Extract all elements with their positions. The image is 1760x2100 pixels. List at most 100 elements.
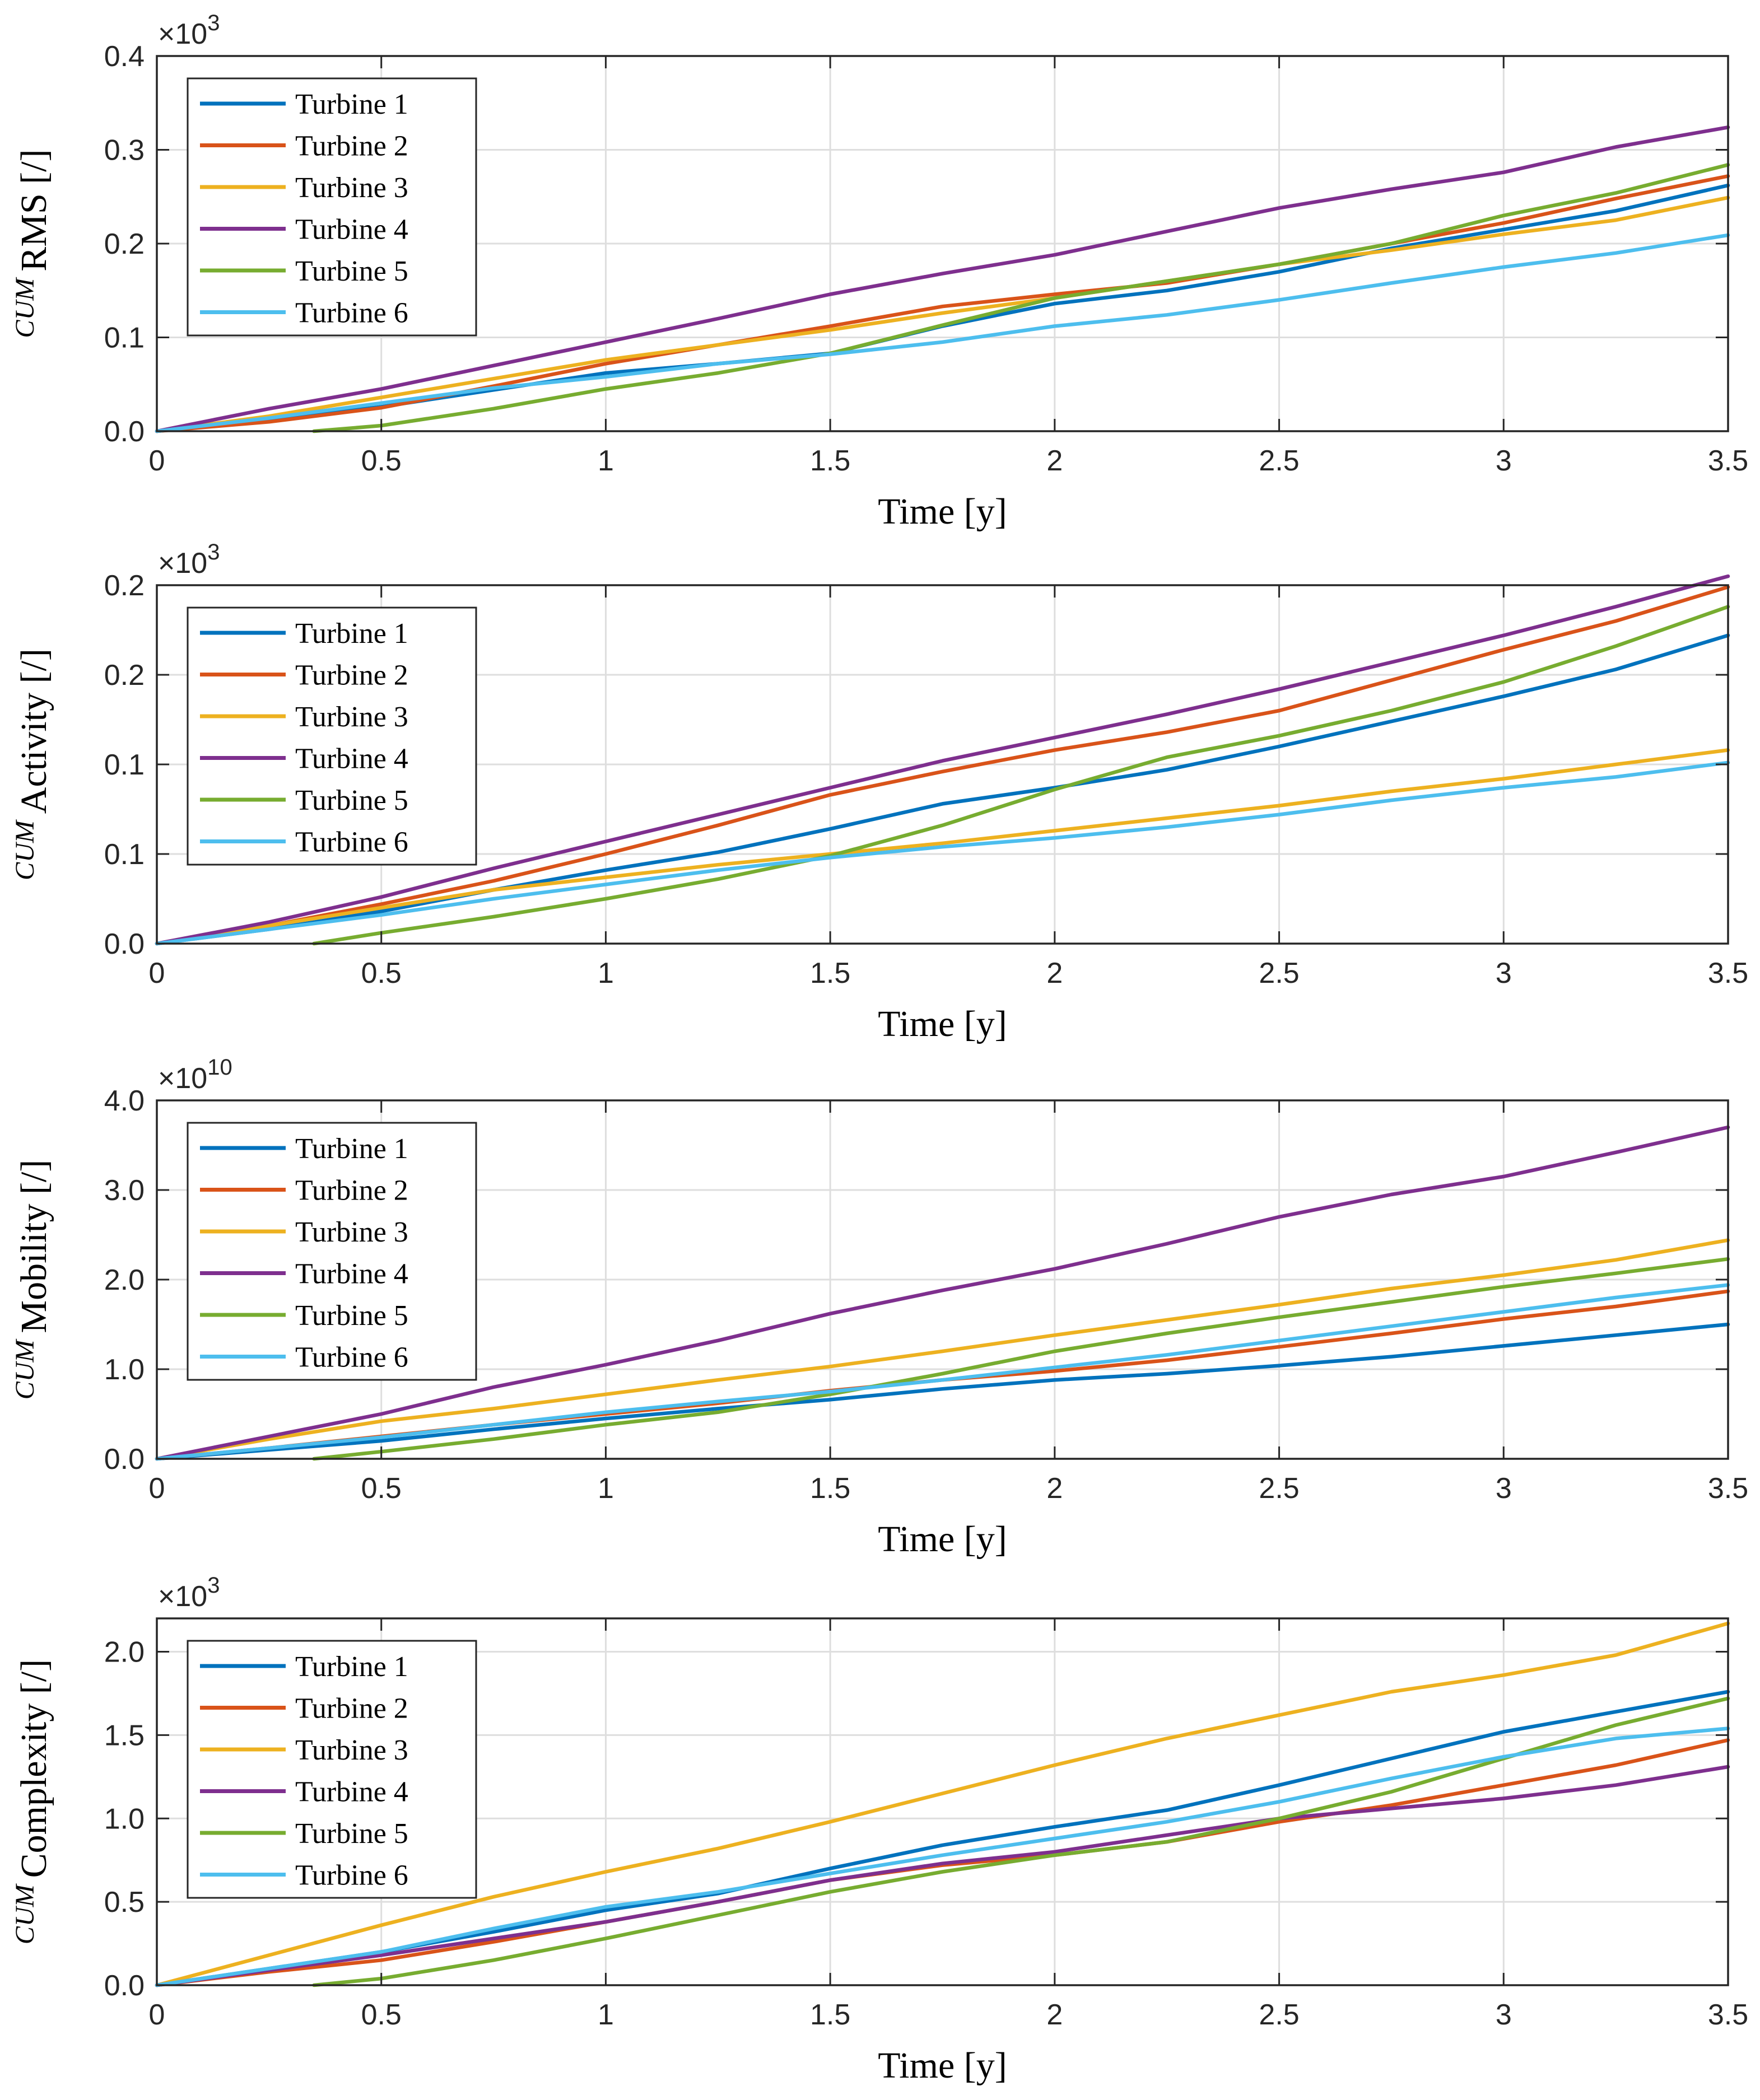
chart-3-exponent-power: 10 (207, 1055, 232, 1080)
chart-4-legend-label-turbine-6: Turbine 6 (295, 1860, 408, 1892)
chart-1-y-tick-label: 0.0 (104, 416, 145, 448)
chart-2-y-axis-title: CUM Activity [/] (10, 648, 54, 880)
chart-2-x-tick-label: 1.5 (810, 957, 850, 990)
chart-4-legend-label-turbine-5: Turbine 5 (295, 1818, 408, 1850)
chart-4-exponent-label: ×103 (158, 1573, 220, 1613)
chart-3-exponent-base: ×10 (158, 1062, 207, 1095)
chart-3-y-tick-label: 2.0 (104, 1264, 145, 1296)
chart-2-series-turbine-5 (312, 605, 1730, 946)
chart-2-y-tick-label: 0.2 (104, 659, 145, 692)
chart-1-legend-label-turbine-5: Turbine 5 (295, 255, 408, 287)
chart-3-y-tick-label: 4.0 (104, 1085, 145, 1117)
chart-4-exponent-base: ×10 (158, 1580, 207, 1613)
chart-4-x-tick-label: 2 (1046, 1999, 1063, 2031)
chart-3-x-tick-label: 2.5 (1259, 1472, 1299, 1505)
chart-3-y-tick-label: 3.0 (104, 1174, 145, 1207)
chart-3-x-tick-label: 0.5 (361, 1472, 402, 1505)
chart-3-legend-label-turbine-3: Turbine 3 (295, 1216, 408, 1248)
chart-2-series-turbine-2 (155, 585, 1730, 946)
chart-4-legend-label-turbine-3: Turbine 3 (295, 1734, 408, 1766)
chart-2-x-tick-label: 1 (598, 957, 614, 990)
chart-3-y-tick-label: 1.0 (104, 1354, 145, 1386)
chart-3-x-tick-label: 3.5 (1708, 1472, 1748, 1505)
chart-4-legend-label-turbine-1: Turbine 1 (295, 1651, 408, 1683)
chart-2: 0 0.5 1 1.5 2 2.5 3 3.50.00.10.10.20.2×103Time … (10, 540, 1748, 1044)
chart-4-legend-box (187, 1640, 477, 1899)
chart-2-x-tick-label: 0.5 (361, 957, 402, 990)
chart-1-exponent-base: ×10 (158, 18, 207, 50)
chart-2-legend-box (187, 606, 477, 866)
chart-3: 0 0.5 1 1.5 2 2.5 3 3.5 0.0 1.0 2.0 3.0 4.0 ×1010 Time… (10, 1055, 1748, 1560)
chart-3-legend-label-turbine-1: Turbine 1 (295, 1133, 408, 1165)
chart-3-series-turbine-1 (155, 1322, 1730, 1461)
chart-3-series-turbine-4 (155, 1125, 1730, 1461)
chart-2-y-tick-label: 0.0 (104, 928, 145, 960)
chart-1: 0 0.5 1 1.5 2 2.5 3 3.50.00.10.20.30.4×103Time … (10, 11, 1748, 532)
chart-4-y-tick-label: 1.5 (104, 1719, 145, 1752)
chart-1-series-turbine-2 (155, 174, 1730, 433)
chart-3-y-axis-title-prefix: CUM (10, 1338, 40, 1400)
chart-2-legend-label-turbine-4: Turbine 4 (295, 743, 408, 775)
chart-2-series-turbine-4 (155, 574, 1730, 946)
chart-2-exponent-base: ×10 (158, 547, 207, 580)
chart-1-legend-label-turbine-1: Turbine 1 (295, 88, 408, 120)
chart-4-axes-frame (156, 1617, 1729, 1986)
chart-1-exponent-power: 3 (207, 11, 220, 35)
chart-1-y-tick-label: 0.4 (104, 40, 145, 73)
chart-2-x-tick-label: 2.5 (1259, 957, 1299, 990)
chart-3-x-tick-label: 1.5 (810, 1472, 850, 1505)
chart-3-legend-box (187, 1122, 477, 1381)
chart-3-series-turbine-3 (155, 1238, 1730, 1461)
chart-2-legend: Turbine 1 Turbine 2 Turbine 3 Turbine 4 Turb… (187, 606, 477, 866)
chart-1-legend: Turbine 1 Turbine 2 Turbine 3 Turbine 4 Turb… (187, 77, 477, 337)
chart-1-series-turbine-6 (155, 233, 1730, 433)
chart-2-x-tick-label: 0 (149, 957, 165, 990)
chart-4-x-tick-label: 3.5 (1708, 1999, 1748, 2031)
chart-4: 0 0.5 1 1.5 2 2.5 3 3.50.00.51.01.52.0×103Time … (10, 1573, 1748, 2086)
chart-1-y-tick-label: 0.3 (104, 134, 145, 167)
chart-4-y-tick-label: 2.0 (104, 1636, 145, 1669)
chart-1-legend-label-turbine-4: Turbine 4 (295, 214, 408, 246)
chart-1-x-tick-label: 3.5 (1708, 445, 1748, 477)
chart-4-legend-label-turbine-4: Turbine 4 (295, 1776, 408, 1808)
chart-2-y-tick-label: 0.2 (104, 570, 145, 602)
chart-2-x-tick-label: 3.5 (1708, 957, 1748, 990)
chart-4-x-tick-label: 0.5 (361, 1999, 402, 2031)
chart-3-y-axis-title: CUM Mobility [/] (10, 1160, 54, 1400)
chart-4-y-tick-label: 0.5 (104, 1886, 145, 1919)
chart-1-y-tick-label: 0.1 (104, 322, 145, 354)
chart-4-series-turbine-3 (155, 1621, 1730, 1987)
chart-4-series-turbine-5 (312, 1696, 1730, 1987)
chart-1-x-tick-label: 1 (598, 445, 614, 477)
chart-3-x-axis-title: Time [y] (878, 1519, 1007, 1560)
chart-1-x-tick-label: 2.5 (1259, 445, 1299, 477)
chart-3-series-turbine-5 (312, 1257, 1730, 1461)
chart-4-y-axis-title-prefix: CUM (10, 1883, 40, 1944)
chart-2-legend-label-turbine-3: Turbine 3 (295, 701, 408, 733)
chart-1-x-tick-label: 0.5 (361, 445, 402, 477)
chart-3-series-turbine-6 (155, 1283, 1730, 1461)
chart-2-y-axis-title-prefix: CUM (10, 819, 40, 880)
chart-3-legend-label-turbine-6: Turbine 6 (295, 1342, 408, 1374)
chart-2-y-axis-title-text: Activity [/] (13, 648, 54, 814)
chart-1-series-turbine-3 (155, 195, 1730, 433)
chart-4-x-axis-title: Time [y] (878, 2045, 1007, 2086)
chart-1-x-tick-label: 1.5 (810, 445, 850, 477)
chart-1-legend-label-turbine-6: Turbine 6 (295, 297, 408, 329)
chart-4-x-tick-label: 1 (598, 1999, 614, 2031)
chart-2-series-turbine-6 (155, 760, 1730, 946)
chart-4-legend: Turbine 1 Turbine 2 Turbine 3 Turbine 4 Turb… (187, 1640, 477, 1899)
chart-4-x-tick-label: 1.5 (810, 1999, 850, 2031)
chart-1-series-turbine-5 (312, 163, 1730, 433)
chart-4-y-tick-label: 1.0 (104, 1803, 145, 1835)
chart-4-exponent-power: 3 (207, 1573, 220, 1598)
chart-1-y-tick-label: 0.2 (104, 228, 145, 260)
chart-3-x-tick-label: 3 (1496, 1472, 1512, 1505)
chart-2-series-turbine-1 (155, 633, 1730, 946)
chart-1-y-axis-title-prefix: CUM (10, 277, 40, 338)
chart-3-legend-label-turbine-5: Turbine 5 (295, 1300, 408, 1332)
chart-4-y-axis-title-text: Complexity [/] (13, 1659, 54, 1878)
chart-3-x-tick-label: 1 (598, 1472, 614, 1505)
chart-3-exponent-label: ×1010 (158, 1055, 232, 1095)
